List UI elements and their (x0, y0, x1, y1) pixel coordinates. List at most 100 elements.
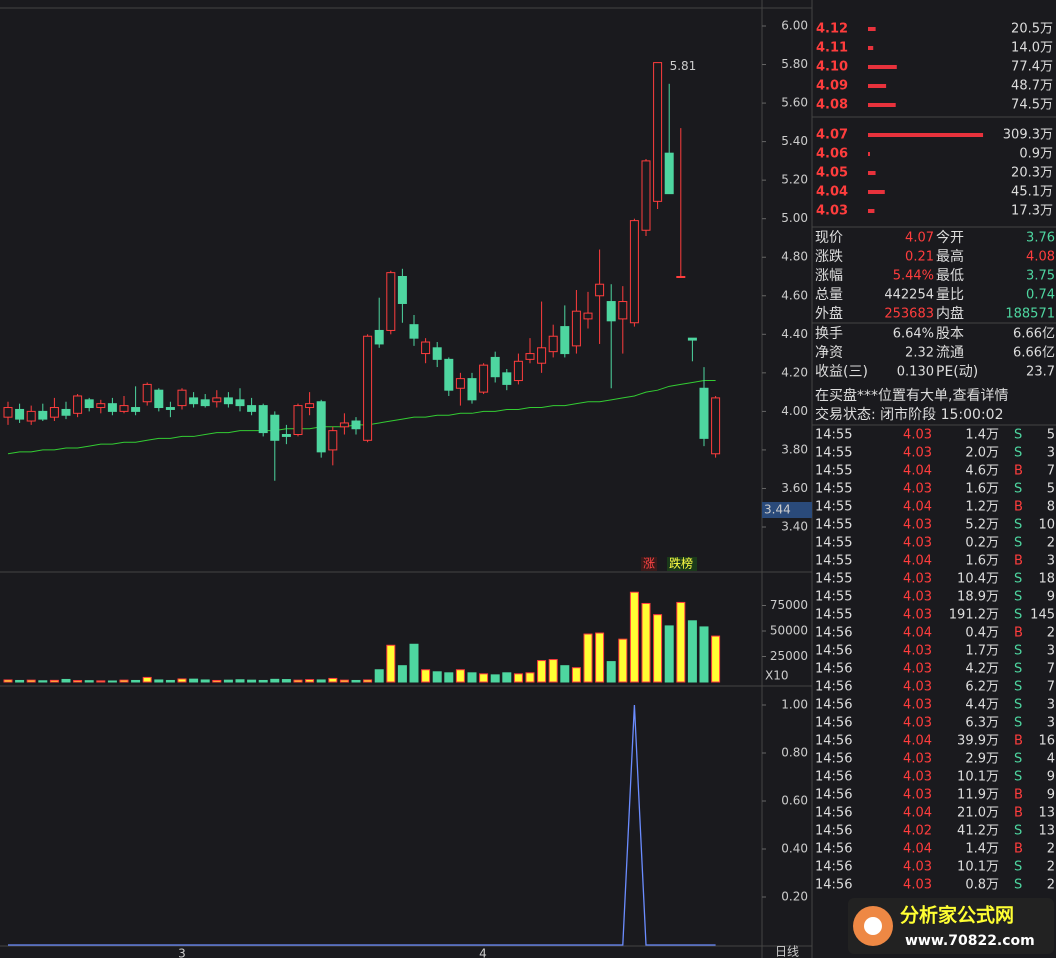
book-volume: 17.3万 (1011, 204, 1053, 219)
trade-side: S (1014, 644, 1022, 659)
notice: 在买盘***位置有大单,查看详情 (815, 387, 1008, 404)
trade-count: 5 (1047, 482, 1055, 497)
candle-body (571, 310, 581, 347)
trade-count: 10 (1038, 518, 1055, 533)
candle-body (3, 407, 13, 418)
candle-body (467, 378, 477, 401)
volume-bar (687, 620, 697, 683)
quote-value: 5.44% (893, 269, 934, 284)
book-price: 4.06 (816, 147, 848, 162)
candle-body (363, 335, 373, 441)
quote-value: 23.7 (1026, 365, 1055, 380)
candle-body (154, 389, 164, 409)
volume-bar (444, 672, 454, 683)
trade-count: 8 (1047, 500, 1055, 515)
y-tick-label: 0.40 (781, 842, 808, 856)
candle-body (606, 301, 616, 322)
y-tick-label: 5.20 (781, 173, 808, 187)
candle-body (386, 272, 396, 331)
button-up[interactable]: 涨 (643, 556, 655, 571)
quote-label: 今开 (936, 230, 964, 246)
trade-count: 2 (1047, 878, 1055, 893)
book-volume: 48.7万 (1011, 79, 1053, 94)
cursor-label: 3.44 (764, 503, 791, 517)
candle-body (96, 403, 106, 409)
trade-volume: 1.4万 (965, 428, 999, 443)
volume-bar (305, 679, 315, 683)
trade-price: 4.04 (903, 554, 932, 569)
volume-bar (560, 665, 570, 683)
trade-side: S (1014, 428, 1022, 443)
volume-unit: X10 (765, 669, 789, 683)
candle-body (281, 434, 291, 437)
candle-body (38, 410, 48, 420)
trade-count: 7 (1047, 662, 1055, 677)
book-price: 4.07 (816, 128, 848, 143)
volume-bar (258, 679, 268, 683)
candle-body (490, 356, 500, 378)
button[interactable] (667, 557, 697, 571)
candle-body (26, 410, 36, 422)
trade-side: S (1014, 824, 1022, 839)
book-bar (868, 65, 897, 69)
quote-value: 6.64% (893, 327, 934, 342)
volume-bar (73, 680, 83, 683)
volume-bar (525, 672, 535, 683)
volume-bar (711, 635, 721, 683)
trade-price: 4.03 (903, 698, 932, 713)
trade-side: S (1014, 608, 1022, 623)
trade-price: 4.03 (903, 716, 932, 731)
volume-bar (537, 660, 547, 683)
y-tick-label: 4.20 (781, 365, 808, 379)
trade-price: 4.04 (903, 464, 932, 479)
trade-side: S (1014, 536, 1022, 551)
y-tick-label: 3.40 (781, 520, 808, 534)
trade-side: S (1014, 752, 1022, 767)
trade-price: 4.04 (903, 806, 932, 821)
volume-bar (15, 679, 25, 683)
candle-body (177, 389, 187, 407)
cursor-box (762, 502, 812, 518)
button[interactable] (641, 557, 657, 571)
volume-bar (397, 665, 407, 683)
trade-time: 14:55 (815, 608, 852, 623)
logo-url: www.70822.com (905, 933, 1035, 949)
candle-body (595, 283, 605, 297)
trade-time: 14:56 (815, 842, 852, 857)
trade-side: S (1014, 446, 1022, 461)
trade-count: 13 (1038, 806, 1055, 821)
trade-count: 3 (1047, 698, 1055, 713)
trade-volume: 18.9万 (957, 590, 999, 605)
quote-label: 内盘 (936, 305, 964, 322)
logo-icon (864, 917, 882, 935)
y-tick-label: 5.60 (781, 96, 808, 110)
candle-body (513, 360, 523, 382)
trade-time: 14:56 (815, 770, 852, 785)
trade-time: 14:56 (815, 644, 852, 659)
trade-count: 7 (1047, 464, 1055, 479)
candle-body (351, 420, 361, 430)
button-down[interactable]: 跌榜 (669, 556, 693, 571)
trade-count: 2 (1047, 536, 1055, 551)
candle-body (676, 276, 686, 278)
volume-bar (212, 679, 222, 683)
volume-bar (653, 614, 663, 683)
trade-volume: 6.3万 (965, 716, 999, 731)
book-bar (868, 171, 876, 175)
volume-bar (293, 679, 303, 683)
book-price: 4.09 (816, 79, 848, 94)
trade-time: 14:55 (815, 428, 852, 443)
volume-bar (455, 669, 465, 683)
trade-price: 4.04 (903, 626, 932, 641)
y-tick-label: 4.60 (781, 288, 808, 302)
trade-time: 14:56 (815, 878, 852, 893)
quote-value: 3.75 (1026, 269, 1055, 284)
volume-bar (409, 643, 419, 683)
y-tick-label: 25000 (770, 649, 808, 663)
candle-body (73, 395, 83, 414)
trade-count: 7 (1047, 680, 1055, 695)
trade-side: S (1014, 878, 1022, 893)
trade-price: 4.03 (903, 788, 932, 803)
trade-count: 5 (1047, 428, 1055, 443)
